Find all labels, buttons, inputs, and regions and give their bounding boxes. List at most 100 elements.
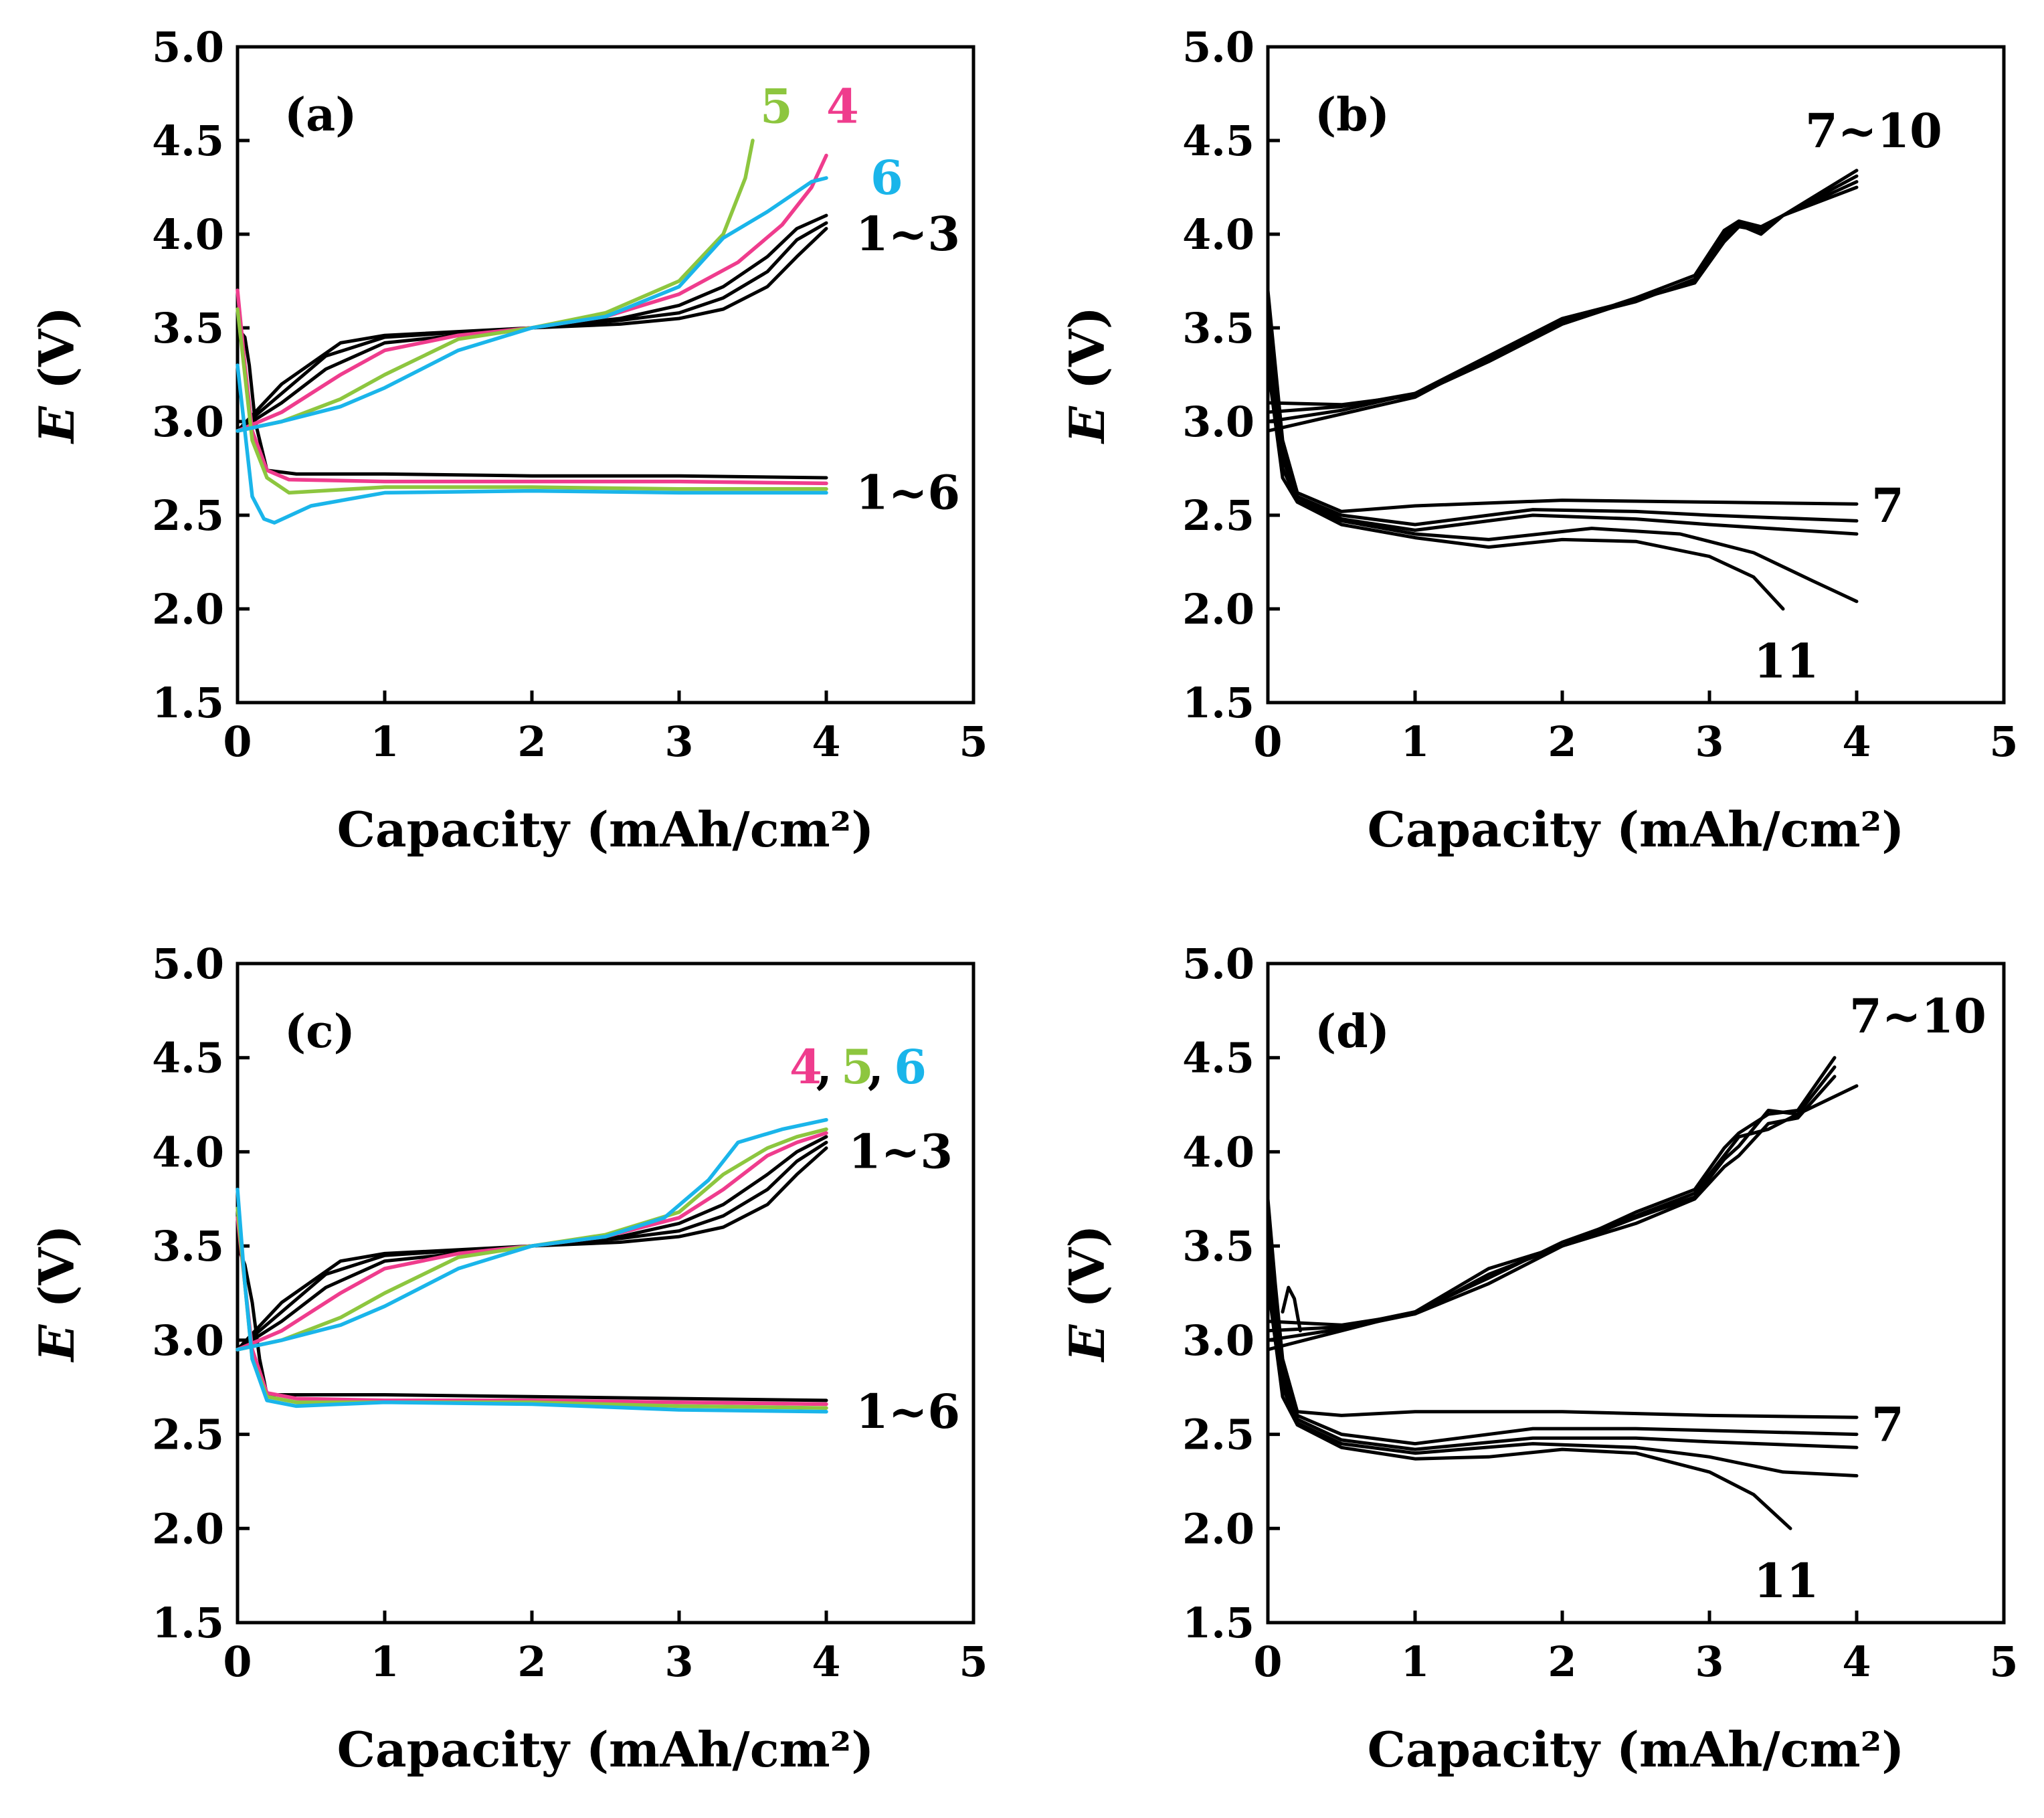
panel-label: (d) — [1315, 1005, 1390, 1059]
y-tick-label: 5.0 — [152, 23, 224, 72]
x-tick-label: 5 — [1989, 717, 2018, 766]
y-tick-label: 2.5 — [152, 1411, 224, 1459]
curve-annotation: 11 — [1754, 1553, 1819, 1609]
series-line — [1266, 1056, 1837, 1342]
y-tick-label: 3.0 — [1182, 1316, 1255, 1365]
series-line — [236, 213, 828, 433]
x-axis-title: Capacity (mAh/cm²) — [337, 801, 874, 858]
plot-frame-a — [236, 45, 975, 705]
series-line — [236, 1244, 828, 1402]
curve-annotation: 6 — [870, 150, 903, 205]
y-tick-label: 3.5 — [152, 1222, 224, 1271]
plot-frame-d — [1266, 962, 2006, 1625]
series-line — [236, 227, 828, 433]
series-line — [1266, 1075, 1837, 1352]
series-line — [1266, 1065, 1837, 1327]
x-tick-label: 2 — [517, 1637, 546, 1686]
series-line — [1266, 363, 1785, 611]
y-tick-label: 5.0 — [1182, 939, 1255, 988]
y-tick-label: 4.5 — [1182, 116, 1255, 165]
x-tick-label: 0 — [223, 1637, 252, 1686]
y-tick-label: 4.5 — [152, 116, 224, 165]
y-axis-unit: (V) — [28, 306, 85, 406]
y-axis-title: E (V) — [28, 306, 85, 444]
curve-annotation: 7~10 — [1805, 103, 1942, 159]
x-tick-label: 4 — [1842, 1637, 1871, 1686]
y-tick-label: 4.5 — [152, 1034, 224, 1083]
y-tick-label: 2.0 — [1182, 585, 1255, 634]
y-tick-label: 2.5 — [1182, 1411, 1255, 1459]
y-axis-title: E (V) — [1058, 1225, 1115, 1363]
panel-label: (a) — [284, 88, 357, 142]
x-tick-label: 5 — [959, 717, 988, 766]
series-line — [1266, 1197, 1859, 1419]
x-tick-label: 4 — [812, 717, 840, 766]
series-line — [1266, 169, 1859, 433]
y-tick-label: 3.5 — [1182, 1222, 1255, 1271]
y-tick-label: 4.0 — [152, 1127, 224, 1176]
x-tick-label: 3 — [1695, 717, 1724, 766]
series-line — [236, 288, 828, 486]
x-tick-label: 2 — [1548, 1637, 1576, 1686]
series-line — [236, 1206, 828, 1410]
curve-annotation: 4 — [826, 79, 859, 134]
series-line — [236, 221, 828, 433]
y-tick-label: 4.5 — [1182, 1034, 1255, 1083]
y-tick-label: 5.0 — [152, 939, 224, 988]
y-tick-label: 3.0 — [152, 397, 224, 446]
x-tick-label: 1 — [1400, 717, 1429, 766]
panel-b: 0 1 2 3 4 5 1.5 2.0 2.5 3.0 3.5 4.0 4.5 5.0 Capacity (… — [1058, 23, 2019, 858]
x-tick-label: 5 — [959, 1637, 988, 1686]
series-line — [236, 1146, 828, 1352]
y-tick-label: 2.5 — [1182, 491, 1255, 540]
x-tick-label: 4 — [812, 1637, 840, 1686]
y-tick-label: 1.5 — [152, 1599, 224, 1647]
curve-annotation: 7 — [1871, 1397, 1904, 1453]
x-tick-label: 2 — [1548, 717, 1576, 766]
series-line — [236, 1117, 828, 1352]
series-line — [236, 176, 828, 433]
x-tick-label: 1 — [1400, 1637, 1429, 1686]
y-axis-variable: E — [28, 405, 85, 444]
y-axis-variable: E — [1058, 1324, 1115, 1362]
series-line — [1266, 180, 1859, 424]
y-axis-variable: E — [28, 1324, 85, 1362]
series-line — [236, 326, 828, 480]
y-axis-unit: (V) — [1058, 1225, 1115, 1325]
series-line — [236, 363, 828, 525]
series-line — [1266, 307, 1859, 527]
series-line — [1281, 1285, 1302, 1333]
curve-annotation: , — [816, 1039, 832, 1095]
y-tick-label: 4.0 — [1182, 210, 1255, 259]
x-tick-label: 0 — [1253, 717, 1282, 766]
series-line — [236, 1135, 828, 1352]
series-line — [236, 307, 828, 495]
x-axis-title: Capacity (mAh/cm²) — [1368, 1721, 1905, 1778]
curve-annotation: 1~6 — [856, 1384, 960, 1439]
panel-label: (b) — [1315, 88, 1390, 142]
series-line — [236, 1127, 828, 1352]
y-tick-label: 2.0 — [1182, 1504, 1255, 1553]
y-tick-label: 4.0 — [152, 210, 224, 259]
x-tick-label: 0 — [1253, 1637, 1282, 1686]
series-line — [236, 1140, 828, 1352]
x-axis-title: Capacity (mAh/cm²) — [1368, 801, 1905, 858]
y-axis-unit: (V) — [1058, 306, 1115, 406]
x-tick-label: 1 — [370, 1637, 399, 1686]
y-tick-label: 5.0 — [1182, 23, 1255, 72]
curve-annotation: 5 — [841, 1039, 874, 1095]
y-tick-label: 1.5 — [1182, 678, 1255, 727]
x-tick-label: 5 — [1989, 1637, 2018, 1686]
y-axis-unit: (V) — [28, 1225, 85, 1325]
curve-annotation: 6 — [894, 1039, 927, 1095]
curve-annotation: 5 — [760, 79, 793, 134]
curve-annotation: 1~3 — [856, 206, 960, 262]
curve-annotation: 1~6 — [856, 464, 960, 520]
curve-annotation: 7~10 — [1849, 988, 1986, 1044]
x-tick-label: 4 — [1842, 717, 1871, 766]
series-line — [236, 1187, 828, 1414]
y-tick-label: 2.5 — [152, 491, 224, 540]
